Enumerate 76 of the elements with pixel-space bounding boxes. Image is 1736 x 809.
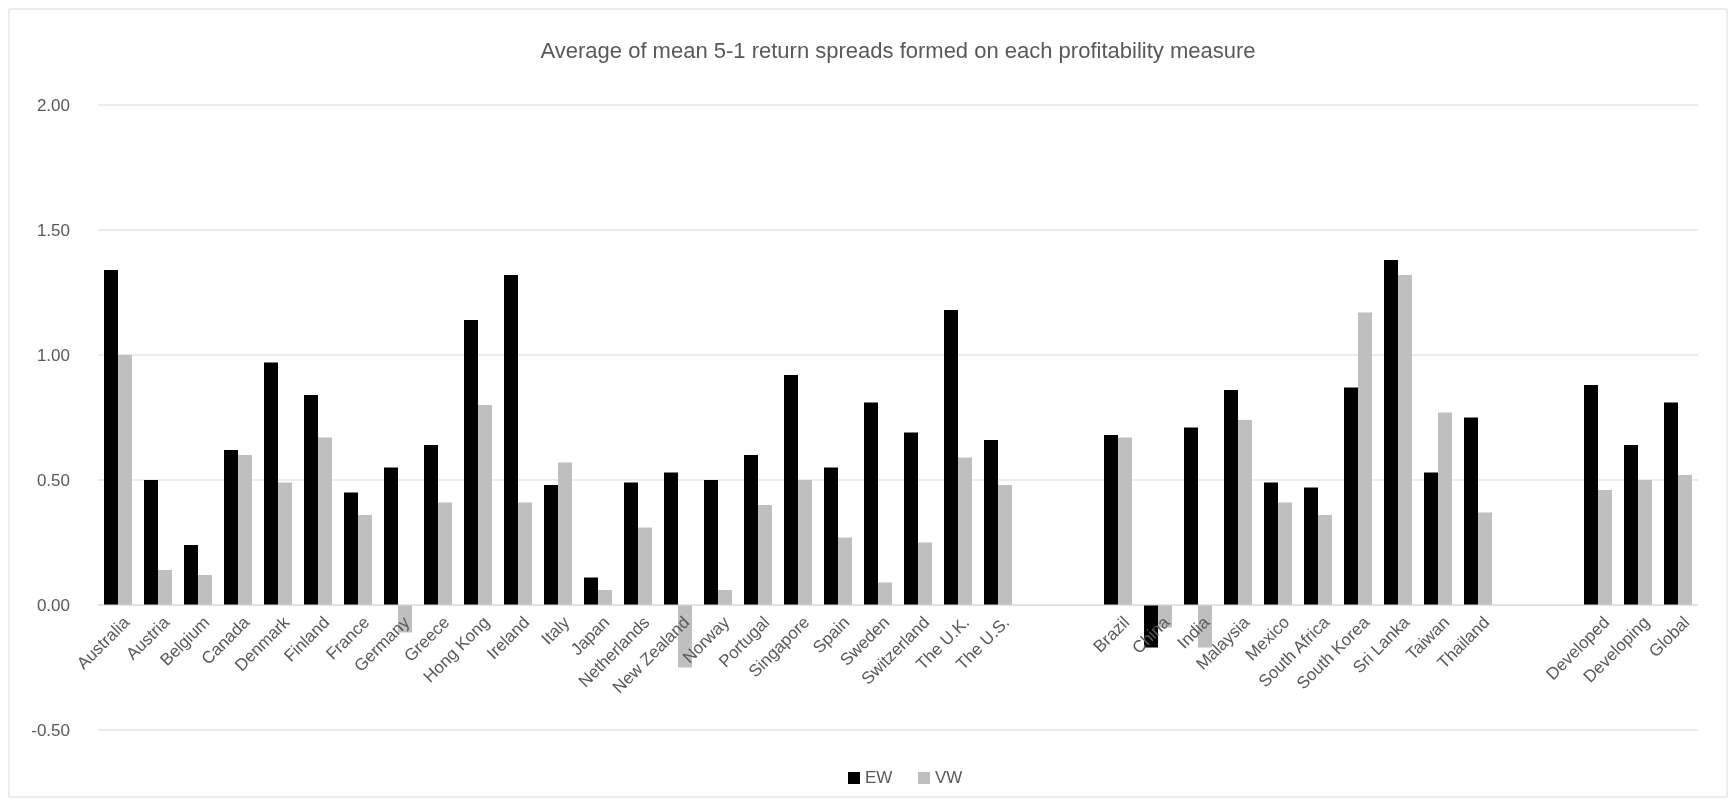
bar (278, 482, 292, 605)
bar (1118, 437, 1132, 605)
bar (224, 450, 238, 605)
legend-label: EW (865, 768, 893, 787)
bar (264, 362, 278, 605)
bar (664, 472, 678, 605)
bar (1638, 480, 1652, 605)
bar (464, 320, 478, 605)
bar (744, 455, 758, 605)
bar (304, 395, 318, 605)
bar (1424, 472, 1438, 605)
y-tick-label: 1.50 (36, 220, 70, 240)
bar (758, 505, 772, 605)
bar (1318, 515, 1332, 605)
bar (878, 582, 892, 605)
bar (358, 515, 372, 605)
bar (1224, 390, 1238, 605)
bar (1358, 312, 1372, 605)
bar (918, 542, 932, 605)
bar (998, 485, 1012, 605)
bar (1598, 490, 1612, 605)
bar (824, 467, 838, 605)
y-tick-label: 0.50 (36, 470, 70, 490)
bar (598, 590, 612, 605)
bar (238, 455, 252, 605)
bar (1104, 435, 1118, 605)
bar (584, 577, 598, 605)
bar (984, 440, 998, 605)
bar (184, 545, 198, 605)
bar (718, 590, 732, 605)
bar (344, 492, 358, 605)
bar (318, 437, 332, 605)
bar (1184, 427, 1198, 605)
bar (518, 502, 532, 605)
bar (384, 467, 398, 605)
bar (144, 480, 158, 605)
bar (704, 480, 718, 605)
y-tick-label: -0.50 (31, 720, 70, 740)
y-tick-label: 0.00 (36, 595, 70, 615)
y-tick-label: 1.00 (36, 345, 70, 365)
bar (958, 457, 972, 605)
bar (1624, 445, 1638, 605)
bar (1344, 387, 1358, 605)
bar (104, 270, 118, 605)
bar (638, 527, 652, 605)
bar (438, 502, 452, 605)
bar (1264, 482, 1278, 605)
bar (904, 432, 918, 605)
bar (838, 537, 852, 605)
bar (1304, 487, 1318, 605)
bar (504, 275, 518, 605)
bar (1238, 420, 1252, 605)
chart-title: Average of mean 5-1 return spreads formed on each profitability measure (540, 38, 1256, 63)
bar (478, 405, 492, 605)
bar (558, 462, 572, 605)
legend-label: VW (935, 768, 963, 787)
bar (424, 445, 438, 605)
bar (198, 575, 212, 605)
bar (158, 570, 172, 605)
bar (1664, 402, 1678, 605)
bar (1384, 260, 1398, 605)
bar (1584, 385, 1598, 605)
bar (784, 375, 798, 605)
bar (118, 355, 132, 605)
bar (1464, 417, 1478, 605)
bar (798, 480, 812, 605)
bar (1678, 475, 1692, 605)
bar (624, 482, 638, 605)
y-tick-label: 2.00 (36, 95, 70, 115)
bar (864, 402, 878, 605)
bar (1438, 412, 1452, 605)
bar (1398, 275, 1412, 605)
bar (1478, 512, 1492, 605)
bar (544, 485, 558, 605)
bar (1278, 502, 1292, 605)
bar (944, 310, 958, 605)
